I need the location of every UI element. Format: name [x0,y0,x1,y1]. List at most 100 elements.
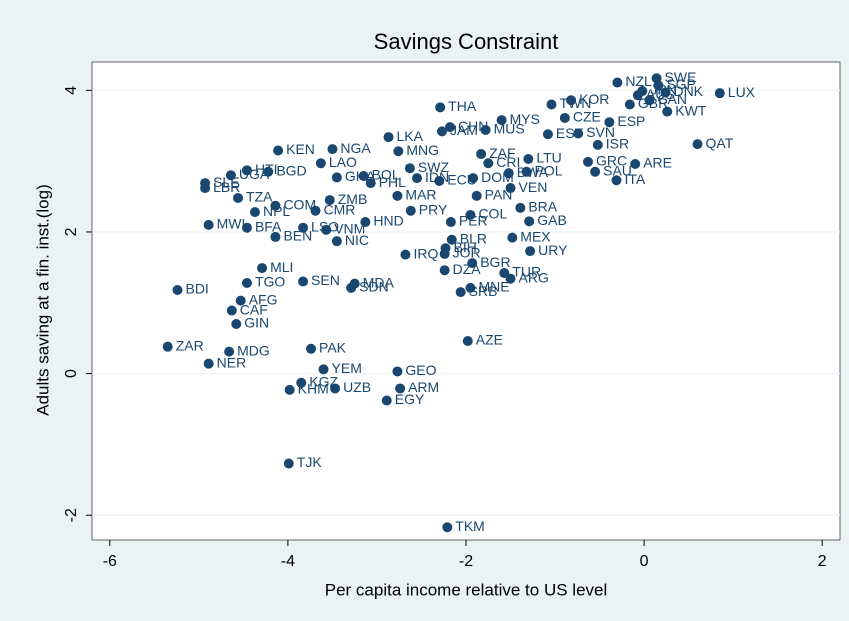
point-label: LBR [213,179,240,195]
x-tick-label: 2 [818,553,827,570]
point-label: SDN [359,279,389,295]
point-label: GIN [244,315,269,331]
point [637,86,648,97]
point-label: BDI [185,281,208,297]
point-label: SEN [311,272,340,288]
point-label: ARM [408,379,439,395]
point-label: MAR [405,187,436,203]
point [324,195,335,206]
plot-area [91,61,841,541]
point [241,165,252,176]
point-label: NIC [345,232,369,248]
point-label: EST [556,125,584,141]
point-label: BIH [454,239,477,255]
point-label: ZAF [489,145,515,161]
chart-title: Savings Constraint [374,29,559,54]
point [306,343,317,354]
point [434,175,445,186]
point [496,115,507,126]
point-label: DNK [673,83,703,99]
point [241,222,252,233]
point [381,395,392,406]
point-label: TUR [512,264,541,280]
point-label: MEX [520,228,551,244]
point [507,232,518,243]
point [468,173,479,184]
point [383,132,394,143]
point [465,282,476,293]
point [455,287,466,298]
point-label: BEN [283,228,312,244]
point [360,217,371,228]
point [653,80,664,91]
point-label: AZE [476,332,503,348]
point-label: NPL [263,203,290,219]
point [392,190,403,201]
point-label: NGA [340,140,371,156]
point-label: CAF [240,301,268,317]
point-label: SAU [603,162,632,178]
point [203,219,214,230]
point-label: PRY [419,201,448,217]
point-label: JPN [650,82,676,98]
point-label: ARE [643,155,672,171]
point [436,126,447,137]
point-label: GBR [638,95,668,111]
point-label: HND [373,213,403,229]
point [624,99,635,110]
point-label: ARG [519,269,549,285]
point [524,216,535,227]
point [644,95,655,106]
point-label: TGO [255,274,285,290]
point [404,163,415,174]
point-label: ISR [606,136,629,152]
x-tick-label: -4 [281,553,295,570]
point-label: PHL [379,174,406,190]
point-label: SGP [666,76,696,92]
point [611,175,622,186]
point [346,282,357,293]
point [471,190,482,201]
point [263,166,274,177]
point-label: BGD [276,162,306,178]
point-label: JOR [453,245,481,261]
point [321,224,332,235]
point-label: COL [478,206,507,222]
point [400,249,411,260]
point-label: ZAR [176,337,204,353]
point-label: TZA [246,189,273,205]
point [462,336,473,347]
point [327,144,338,155]
point-label: MDG [237,342,270,358]
y-axis-label: Adults saving at a fin. inst.(log) [33,184,52,416]
point [358,171,369,182]
point-label: UZB [343,379,371,395]
point [523,154,534,165]
point [235,295,246,306]
point [331,172,342,183]
point [480,124,491,135]
point [483,158,494,169]
point-label: KEN [286,141,315,157]
point [365,178,376,189]
point-label: BOL [372,167,400,183]
point-label: POL [535,162,563,178]
point [318,364,329,375]
point [604,117,615,128]
y-tick-label: -2 [63,508,80,522]
point [525,246,536,257]
point-label: IRQ [413,245,438,261]
point-label: VNM [334,221,365,237]
point [714,88,725,99]
point [546,99,557,110]
point [476,149,487,160]
point-label: EGY [395,391,425,407]
point-label: CMR [324,201,356,217]
point [439,265,450,276]
x-tick-label: 0 [640,553,649,570]
point-label: GRC [596,153,627,169]
y-tick-label: 4 [63,86,80,95]
point [172,285,183,296]
point [662,106,673,117]
point [331,236,342,247]
